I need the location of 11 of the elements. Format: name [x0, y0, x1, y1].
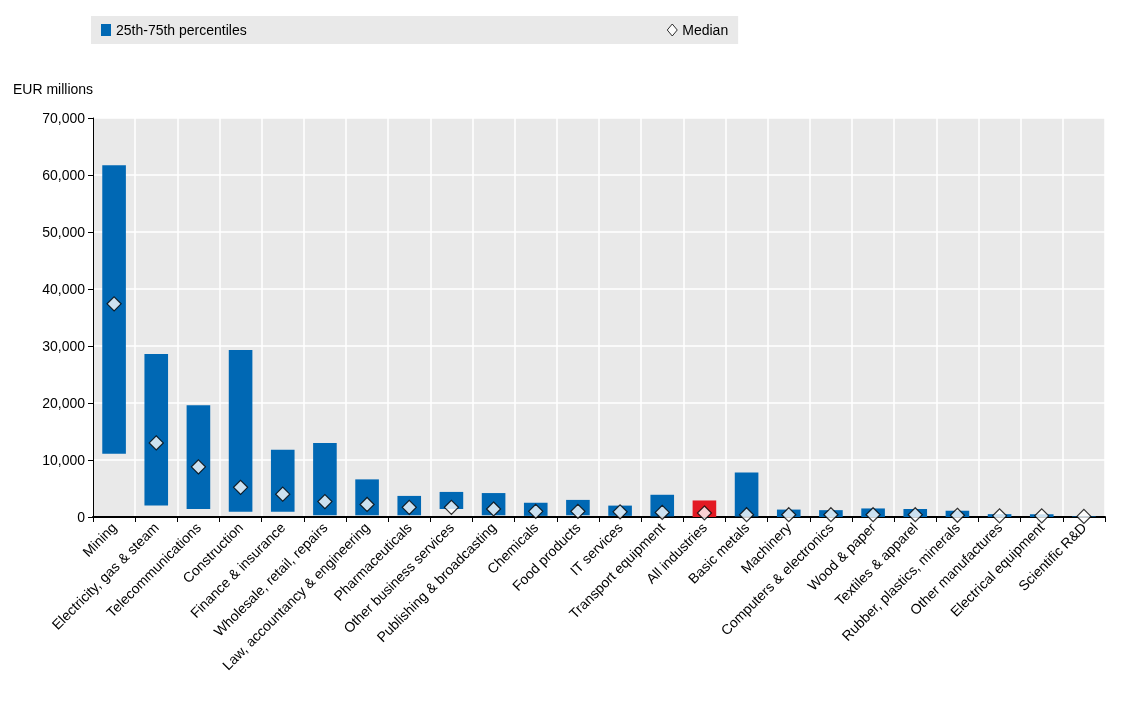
legend-label: Median — [682, 22, 729, 38]
y-tick-label: 60,000 — [42, 167, 86, 183]
legend-label: 25th-75th percentiles — [116, 22, 247, 38]
y-tick-label: 50,000 — [42, 224, 86, 240]
y-tick-label: 10,000 — [42, 452, 86, 468]
y-axis-title: EUR millions — [13, 81, 94, 97]
y-tick-label: 40,000 — [42, 281, 86, 297]
y-tick-label: 0 — [77, 509, 86, 525]
y-tick-label: 20,000 — [42, 395, 86, 411]
y-tick-label: 30,000 — [42, 338, 86, 354]
y-tick-label: 70,000 — [42, 110, 86, 126]
